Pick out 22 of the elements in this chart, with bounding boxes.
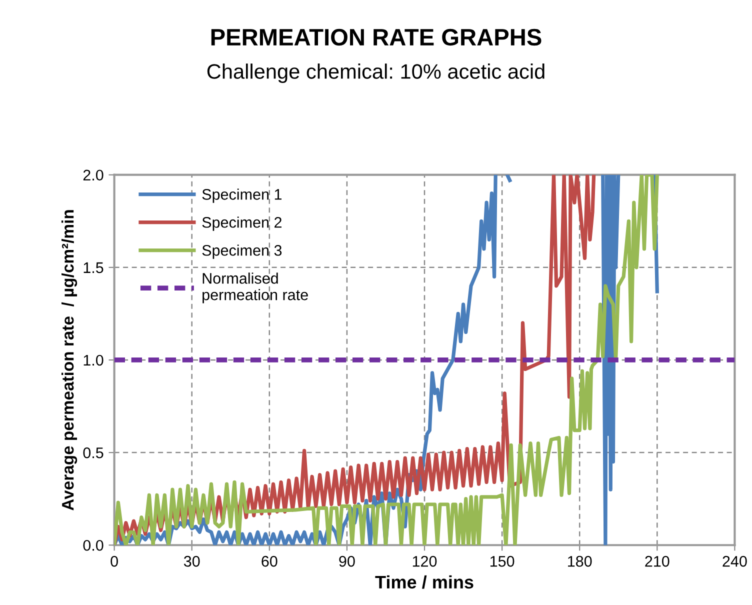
x-tick-label: 150 xyxy=(490,556,514,567)
x-tick-label: 30 xyxy=(184,556,200,567)
y-tick-label: 2.0 xyxy=(83,170,104,181)
x-tick-label: 240 xyxy=(722,556,747,567)
x-tick-label: 120 xyxy=(412,556,437,567)
y-tick-label: 1.5 xyxy=(84,262,104,274)
x-tick-label: 180 xyxy=(568,556,592,567)
chart-subtitle: Challenge chemical: 10% acetic acid xyxy=(207,64,544,83)
chart-title: PERMEATION RATE GRAPHS xyxy=(211,28,542,46)
y-tick-label: 0.5 xyxy=(83,447,104,458)
y-axis-title: Average permeation rate / µg/cm²/min xyxy=(61,210,78,510)
legend-label: Normalised permeation rate xyxy=(202,272,308,304)
x-tick-label: 210 xyxy=(645,556,670,567)
legend-label: Specimen 3 xyxy=(202,244,282,259)
x-tick-label: 60 xyxy=(262,556,278,567)
legend-label: Specimen 1 xyxy=(202,188,282,203)
x-tick-label: 90 xyxy=(339,556,355,567)
legend-label: Specimen 2 xyxy=(202,216,282,231)
x-axis-title: Time / mins xyxy=(375,575,474,589)
y-tick-label: 1.0 xyxy=(84,354,104,366)
x-tick-label: 0 xyxy=(110,556,118,567)
y-tick-label: 0.0 xyxy=(83,540,104,551)
